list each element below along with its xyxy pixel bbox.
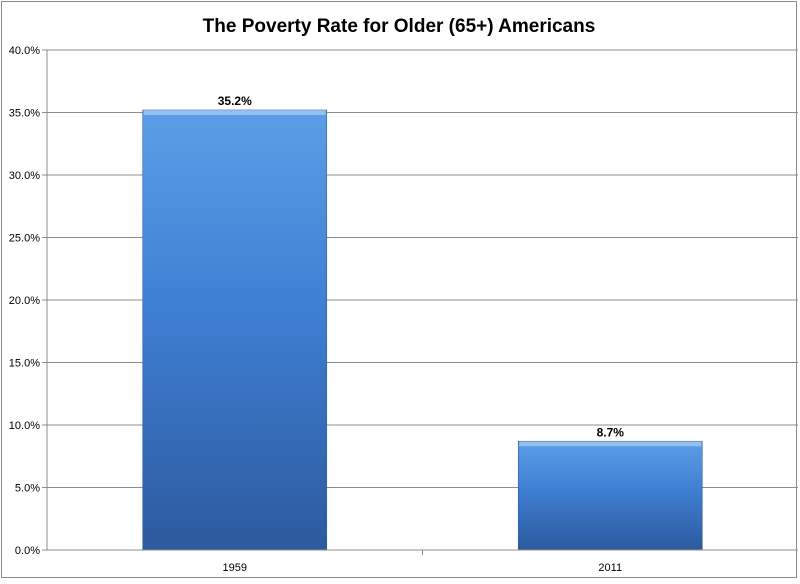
axes bbox=[42, 50, 798, 555]
y-axis-tick-labels: 0.0% 5.0% 10.0% 15.0% 20.0% 25.0% 30.0% 35.0% 40… bbox=[9, 45, 40, 557]
chart-title: The Poverty Rate for Older (65+) America… bbox=[203, 16, 596, 37]
bar-2011 bbox=[517, 440, 703, 551]
y-tick-label: 40.0% bbox=[9, 45, 40, 57]
y-tick-label: 10.0% bbox=[9, 420, 40, 432]
data-label: 8.7% bbox=[597, 425, 625, 439]
x-tick-label: 1959 bbox=[223, 562, 247, 574]
bar-highlight bbox=[143, 110, 326, 115]
x-tick-label: 2011 bbox=[598, 562, 622, 574]
bar-1959 bbox=[142, 109, 328, 551]
y-tick-label: 35.0% bbox=[9, 108, 40, 120]
y-tick-label: 25.0% bbox=[9, 233, 40, 245]
data-labels: 35.2% 8.7% bbox=[218, 94, 625, 439]
data-label: 35.2% bbox=[218, 94, 252, 108]
y-tick-label: 20.0% bbox=[9, 295, 40, 307]
y-tick-label: 5.0% bbox=[15, 483, 40, 495]
bars bbox=[142, 109, 703, 551]
y-tick-label: 0.0% bbox=[15, 545, 40, 557]
y-tick-label: 15.0% bbox=[9, 358, 40, 370]
x-axis-tick-labels: 1959 2011 bbox=[223, 562, 623, 574]
y-tick-label: 30.0% bbox=[9, 170, 40, 182]
bar-highlight bbox=[519, 441, 702, 447]
